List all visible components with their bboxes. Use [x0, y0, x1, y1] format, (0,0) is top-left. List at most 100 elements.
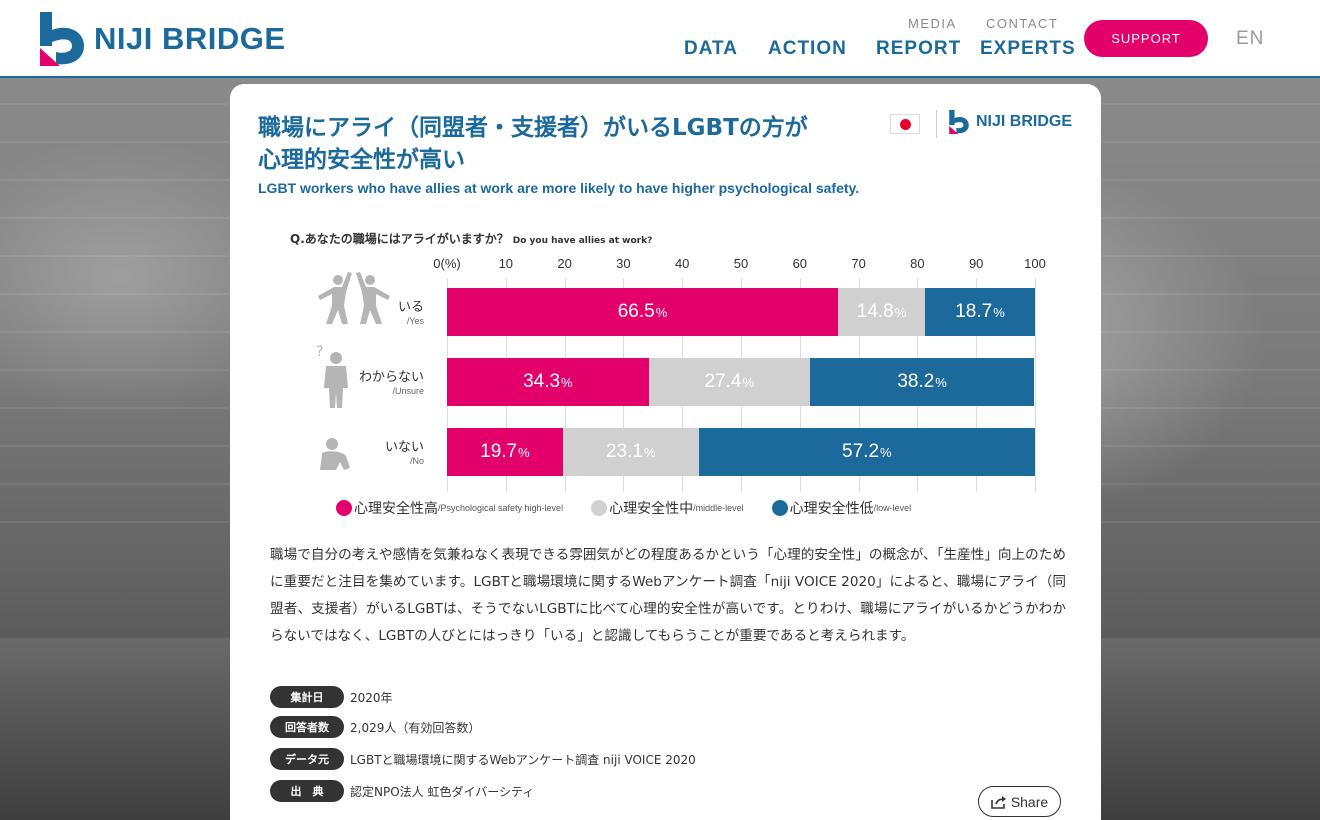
legend-item: 心理安全性中/middle-level: [591, 498, 744, 518]
meta-value: LGBTと職場環境に関するWebアンケート調査 niji VOICE 2020: [350, 752, 696, 767]
x-tick-label: 40: [674, 256, 690, 271]
data-label: 27.4: [704, 371, 742, 392]
legend-label: 心理安全性中: [609, 501, 694, 517]
category-label: わからない/Unsure: [304, 366, 424, 396]
card-brand-name: NIJI BRIDGE: [976, 113, 1073, 130]
category-label-en: /Yes: [406, 316, 424, 326]
bar-segment: 14.8%: [838, 288, 926, 336]
bar-segment: 23.1%: [562, 428, 699, 476]
share-icon: [991, 795, 1006, 809]
x-axis-ticks: 0(%) 10 20 30 40 50 60 70 80 90 100: [230, 256, 1101, 276]
support-button[interactable]: SUPPORT: [1084, 20, 1208, 57]
meta-label: 回答者数: [270, 716, 344, 738]
meta-label: データ元: [270, 748, 344, 770]
brand-name: NIJI BRIDGE: [94, 21, 286, 56]
data-label-unit: %: [894, 304, 907, 320]
x-tick-label: 80: [910, 256, 925, 271]
x-tick-label: 0(%): [433, 256, 461, 271]
nav-action[interactable]: ACTION: [768, 38, 847, 59]
meta-value: 2,029人（有効回答数）: [350, 720, 481, 735]
legend-swatch: [591, 500, 608, 516]
data-label: 18.7: [955, 301, 993, 322]
bar-segment: 66.5%: [447, 288, 839, 336]
brand-logo[interactable]: NIJI BRIDGE: [38, 12, 286, 66]
description-text: 職場で自分の考えや感情を気兼ねなく表現できる雰囲気がどの程度あるかという「心理的…: [270, 547, 1066, 644]
category-label-jp: わからない: [358, 370, 424, 385]
category-label-en: /Unsure: [392, 386, 424, 396]
site-header: NIJI BRIDGE MEDIA CONTACT DATA ACTION RE…: [0, 0, 1320, 78]
language-switch[interactable]: EN: [1236, 28, 1265, 49]
bar-segment: 57.2%: [698, 428, 1035, 476]
bar-segment: 27.4%: [648, 358, 810, 406]
card-title: 職場にアライ（同盟者・支援者）がいるLGBTの方が 心理的安全性が高い: [258, 112, 878, 176]
x-tick-label: 20: [557, 256, 572, 271]
question-jp: Q.あなたの職場にはアライがいますか？: [290, 232, 509, 246]
card-subtitle: LGBT workers who have allies at work are…: [258, 180, 860, 196]
data-label: 34.3: [523, 371, 561, 392]
data-label-unit: %: [742, 374, 754, 390]
legend-label-en: /Psychological safety high-level: [438, 503, 564, 513]
x-tick-label: 100: [1024, 256, 1046, 271]
data-label-unit: %: [518, 444, 530, 460]
high-five-icon: [314, 270, 396, 330]
niji-bridge-logo-icon: [949, 110, 969, 134]
meta-row-respondents: 回答者数 2,029人（有効回答数）: [270, 716, 480, 738]
nav-data[interactable]: DATA: [684, 38, 738, 59]
chart-legend: 心理安全性高/Psychological safety high-level 心理…: [336, 498, 939, 518]
legend-item: 心理安全性高/Psychological safety high-level: [336, 498, 563, 518]
x-tick-label: 70: [851, 256, 866, 271]
japan-flag-icon: [890, 114, 920, 134]
nav-report[interactable]: REPORT: [876, 38, 962, 59]
category-label-en: /No: [409, 456, 424, 466]
legend-swatch: [336, 500, 352, 516]
legend-label: 心理安全性低: [789, 501, 874, 517]
data-label-unit: %: [935, 374, 947, 390]
data-label: 66.5: [617, 301, 655, 322]
bar-segment: 34.3%: [447, 358, 649, 406]
data-label-unit: %: [643, 444, 656, 460]
share-label: Share: [1010, 793, 1049, 810]
data-label-unit: %: [880, 444, 892, 460]
share-button[interactable]: Share: [978, 786, 1061, 817]
nav-contact[interactable]: CONTACT: [986, 16, 1059, 31]
survey-question: Q.あなたの職場にはアライがいますか？ Do you have allies at…: [290, 230, 652, 247]
nav-experts[interactable]: EXPERTS: [980, 38, 1076, 59]
legend-label: 心理安全性高: [354, 501, 438, 517]
data-label-unit: %: [561, 374, 573, 390]
niji-bridge-logo-icon: [40, 12, 84, 66]
x-tick-label: 30: [616, 256, 631, 271]
x-tick-label: 90: [968, 256, 984, 271]
x-tick-label: 10: [498, 256, 514, 271]
legend-item: 心理安全性低/low-level: [771, 498, 912, 518]
meta-row-date: 集計日 2020年: [270, 686, 393, 708]
category-label: いる/Yes: [304, 296, 424, 326]
data-label: 23.1: [605, 441, 643, 462]
data-label-unit: %: [655, 304, 668, 320]
meta-label: 出 典: [270, 780, 344, 802]
data-label: 19.7: [480, 441, 518, 462]
data-label-unit: %: [993, 304, 1005, 320]
meta-value: 2020年: [350, 690, 393, 705]
card-brand-logo: NIJI BRIDGE: [948, 110, 1072, 134]
data-label: 14.8: [856, 301, 894, 322]
confused-person-icon: ?: [316, 344, 356, 414]
sad-sitting-person-icon: [316, 434, 356, 478]
bar-segment: 38.2%: [809, 358, 1035, 406]
gridline: [1035, 278, 1036, 492]
x-tick-label: 60: [792, 256, 808, 271]
meta-value: 認定NPO法人 虹色ダイバーシティ: [350, 784, 535, 799]
meta-row-citation: 出 典 認定NPO法人 虹色ダイバーシティ: [270, 780, 534, 802]
legend-label-en: /middle-level: [693, 503, 744, 513]
card-title-line2: 心理的安全性が高い: [258, 147, 465, 173]
meta-label: 集計日: [270, 686, 344, 708]
meta-row-source: データ元 LGBTと職場環境に関するWebアンケート調査 niji VOICE …: [270, 748, 696, 770]
data-card: 職場にアライ（同盟者・支援者）がいるLGBTの方が 心理的安全性が高い LGBT…: [230, 84, 1101, 820]
nav-media[interactable]: MEDIA: [908, 16, 957, 31]
category-label-jp: いない: [384, 440, 424, 455]
bar-segment: 19.7%: [447, 428, 563, 476]
question-en: Do you have allies at work?: [512, 236, 653, 246]
divider: [936, 110, 937, 138]
legend-label-en: /low-level: [873, 503, 912, 513]
data-label: 57.2: [842, 441, 880, 462]
x-tick-label: 50: [733, 256, 749, 271]
